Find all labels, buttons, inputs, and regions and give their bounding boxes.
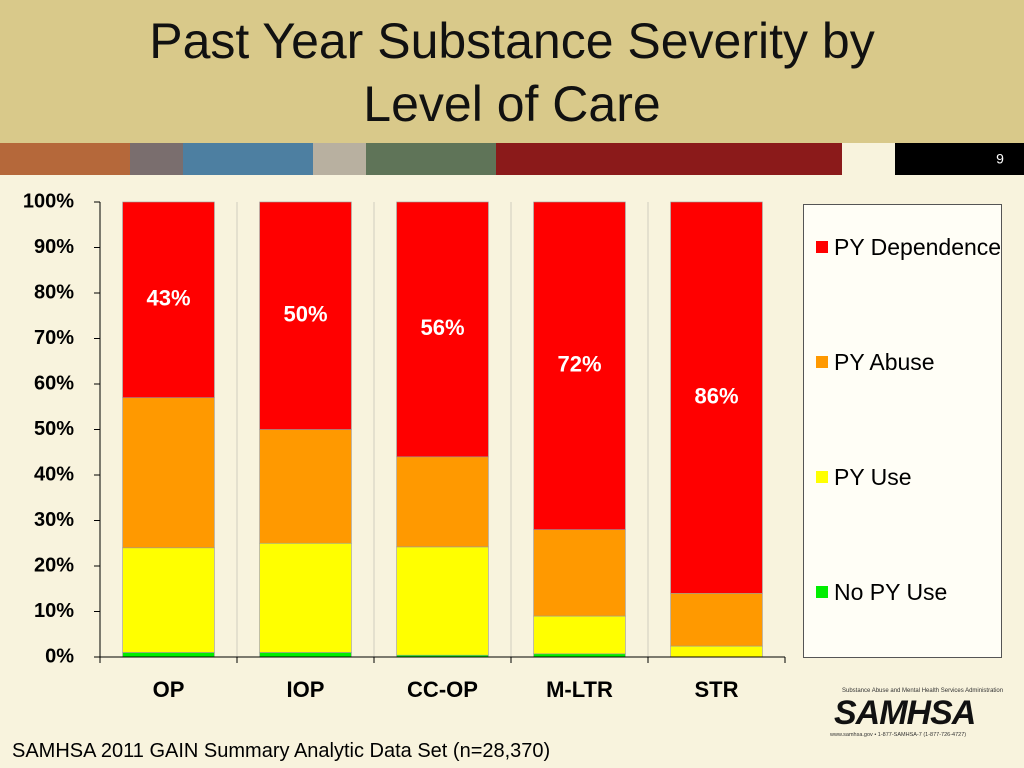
bar-segment <box>396 546 489 656</box>
legend-label: PY Use <box>834 464 912 490</box>
legend-swatch <box>816 586 828 598</box>
bar-segment <box>396 456 489 548</box>
y-tick-label: 20% <box>34 554 74 576</box>
stripe <box>0 143 130 175</box>
chart-title: Past Year Substance Severity by Level of… <box>149 13 875 132</box>
y-tick-label: 0% <box>45 645 74 667</box>
y-tick-label: 90% <box>34 236 74 258</box>
data-label: 86% <box>694 383 738 408</box>
x-tick-label: CC-OP <box>407 677 478 702</box>
bar-segment <box>533 201 626 530</box>
x-tick-label: OP <box>153 677 185 702</box>
y-tick-label: 80% <box>34 281 74 303</box>
y-tick-label: 10% <box>34 600 74 622</box>
bar-segment <box>122 201 215 398</box>
bar-segment <box>533 529 626 617</box>
bar-segment <box>122 397 215 549</box>
bar-segment <box>670 201 763 594</box>
x-tick-label: M-LTR <box>546 677 613 702</box>
stripe <box>496 143 842 175</box>
data-label: 50% <box>283 302 327 327</box>
bar-segment <box>259 429 352 544</box>
y-tick-label: 60% <box>34 372 74 394</box>
title-band <box>0 0 1024 143</box>
data-label: 43% <box>146 286 190 311</box>
y-tick-label: 40% <box>34 463 74 485</box>
x-tick-label: STR <box>695 677 739 702</box>
bar-segment <box>670 645 763 658</box>
logo-subtitle: Substance Abuse and Mental Health Servic… <box>842 688 1004 694</box>
y-tick-label: 30% <box>34 509 74 531</box>
stripe <box>130 143 183 175</box>
legend-item: PY Abuse <box>816 348 996 376</box>
data-label: 56% <box>420 315 464 340</box>
bar-segment <box>259 542 352 653</box>
data-label: 72% <box>557 352 601 377</box>
bar-segment <box>396 201 489 458</box>
legend-swatch <box>816 356 828 368</box>
legend-label: No PY Use <box>834 579 948 605</box>
legend-item: PY Use <box>816 463 996 491</box>
bar-segment <box>122 547 215 653</box>
stripe <box>366 143 496 175</box>
x-tick-label: IOP <box>287 677 325 702</box>
bar-segment <box>259 652 352 658</box>
legend-label: PY Abuse <box>834 349 935 375</box>
stripe <box>183 143 313 175</box>
y-tick-label: 70% <box>34 327 74 349</box>
legend: PY Dependence PY Abuse PY Use No PY Use <box>803 204 1002 658</box>
legend-label: PY Dependence <box>834 234 1002 260</box>
y-tick-label: 50% <box>34 418 74 440</box>
legend-item: No PY Use <box>816 578 996 606</box>
bar-segment <box>122 652 215 658</box>
logo-name: SAMHSA <box>834 694 976 732</box>
stripe <box>313 143 366 175</box>
page-number: 9 <box>996 151 1004 167</box>
footnote: SAMHSA 2011 GAIN Summary Analytic Data S… <box>12 740 551 762</box>
bar-segment <box>533 615 626 655</box>
legend-swatch <box>816 471 828 483</box>
logo: Substance Abuse and Mental Health Servic… <box>812 688 1003 740</box>
legend-item: PY Dependence <box>816 233 1001 261</box>
page-number-box <box>895 143 1024 175</box>
bar-segment <box>670 592 763 647</box>
bar-segment <box>259 201 352 430</box>
legend-swatch <box>816 241 828 253</box>
y-tick-label: 100% <box>23 190 74 212</box>
logo-contact: www.samhsa.gov • 1-877-SAMHSA-7 (1-877-7… <box>830 732 967 738</box>
